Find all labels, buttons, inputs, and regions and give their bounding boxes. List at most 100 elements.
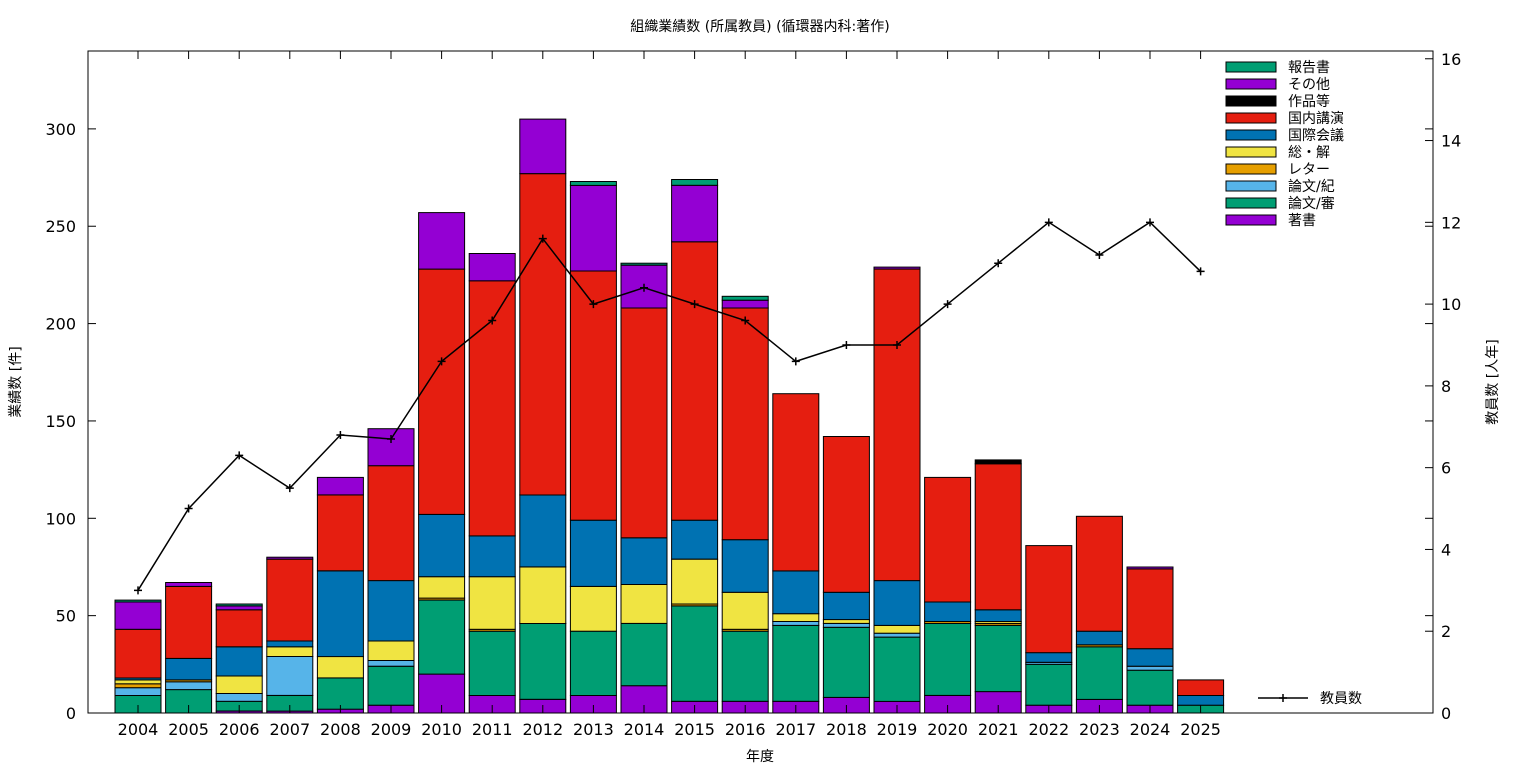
legend-label: レター xyxy=(1288,162,1330,178)
bar-segment xyxy=(418,599,466,675)
line-point xyxy=(437,357,446,366)
bar-segment xyxy=(974,463,1022,611)
line-point xyxy=(387,435,395,444)
bar-segment xyxy=(266,640,314,648)
x-tick-label: 2023 xyxy=(1079,720,1120,739)
x-tick-label: 2011 xyxy=(472,720,513,739)
legend-label: 報告書 xyxy=(1288,60,1330,76)
bar-segment xyxy=(1025,545,1073,654)
y2-tick-label: 16 xyxy=(1441,50,1461,69)
legend-swatch xyxy=(1225,214,1277,226)
bar-segment xyxy=(671,184,719,243)
line-point xyxy=(943,300,952,309)
bar-segment xyxy=(165,658,213,681)
bar-segment xyxy=(418,513,466,578)
bar-segment xyxy=(721,539,769,593)
bar-segment xyxy=(721,299,769,309)
y-axis-left: 0 50 100 150 200 250 300 xyxy=(45,120,1433,723)
line-point xyxy=(235,451,244,460)
x-tick-label: 2022 xyxy=(1028,720,1069,739)
bar-segment xyxy=(367,659,415,667)
bar-segment xyxy=(468,576,516,630)
bar-segment xyxy=(114,687,162,697)
legend-label: 国際会議 xyxy=(1288,127,1344,144)
x-tick-label: 2005 xyxy=(168,720,209,739)
bar-segment xyxy=(418,212,466,270)
x-tick-label: 2015 xyxy=(674,720,715,739)
bar-segment xyxy=(165,582,213,587)
y-tick-label: 50 xyxy=(56,607,76,626)
line-point xyxy=(791,357,800,366)
bar-segment xyxy=(1126,568,1174,650)
x-tick-label: 2018 xyxy=(826,720,867,739)
bar-segment xyxy=(721,307,769,541)
x-tick-label: 2017 xyxy=(775,720,816,739)
bar-segment xyxy=(468,535,516,578)
bar-segment xyxy=(873,580,921,626)
bar-segment xyxy=(367,640,415,661)
bar-segment xyxy=(367,665,415,706)
line-point xyxy=(690,300,699,309)
x-tick-label: 2004 xyxy=(118,720,159,739)
line-point xyxy=(589,300,598,309)
bar-segment xyxy=(924,601,972,622)
line-point xyxy=(893,340,901,349)
legend-swatch xyxy=(1225,95,1277,107)
bar-segment xyxy=(569,181,617,186)
y2-tick-label: 14 xyxy=(1441,132,1461,151)
bar-segment xyxy=(721,295,769,301)
bar-segment xyxy=(1177,695,1225,706)
bar-segment xyxy=(721,630,769,702)
bar-segment xyxy=(620,262,668,266)
bar-segment xyxy=(215,603,263,607)
bar-segment xyxy=(873,636,921,702)
bar-segment xyxy=(822,626,870,698)
legend-label: 著書 xyxy=(1288,213,1316,229)
y2-tick-label: 6 xyxy=(1441,459,1451,478)
bar-segment xyxy=(266,556,314,560)
line-point xyxy=(741,316,750,325)
bar-segment xyxy=(367,580,415,642)
bar-segment xyxy=(418,268,466,515)
y2-tick-label: 4 xyxy=(1441,540,1451,559)
bar-segment xyxy=(620,622,668,687)
bar-segment xyxy=(822,591,870,621)
x-tick-label: 2016 xyxy=(725,720,766,739)
bar-segment xyxy=(266,656,314,696)
bar-segment xyxy=(1126,669,1174,706)
bar-segment xyxy=(367,428,415,467)
y-axis-right: 0 2 4 6 8 10 12 14 16 xyxy=(1425,50,1461,723)
bar-segment xyxy=(671,558,719,605)
bar-segment xyxy=(620,584,668,624)
bar-segment xyxy=(266,646,314,657)
line-point xyxy=(994,259,1003,268)
y-tick-label: 200 xyxy=(45,315,76,334)
legend-swatch xyxy=(1225,146,1277,158)
x-tick-label: 2021 xyxy=(978,720,1019,739)
legend-label: 総・解 xyxy=(1288,145,1330,161)
bar-segment xyxy=(671,179,719,186)
bar-segment xyxy=(418,576,466,599)
legend-swatch xyxy=(1225,129,1277,141)
legend-label: 国内講演 xyxy=(1288,111,1344,127)
line-legend-marker xyxy=(1279,694,1287,702)
line-path xyxy=(137,221,1202,591)
bar-segment xyxy=(1126,648,1174,667)
bar-segment xyxy=(569,519,617,587)
bar-segment xyxy=(822,436,870,593)
line-point xyxy=(1095,251,1104,260)
bar-segment xyxy=(772,393,820,572)
legend-swatch xyxy=(1225,78,1277,90)
line-point xyxy=(285,484,294,493)
bar-segment xyxy=(1075,515,1123,632)
bar-segment xyxy=(114,628,162,679)
y-axis-label: 業績数 [件] xyxy=(8,346,24,417)
y2-tick-label: 2 xyxy=(1441,622,1451,641)
bar-segment xyxy=(316,494,364,572)
line-point xyxy=(336,430,345,439)
bar-segment xyxy=(215,609,263,648)
bar-segment xyxy=(924,622,972,696)
bar-segment xyxy=(468,630,516,697)
bar-segment xyxy=(873,632,921,638)
